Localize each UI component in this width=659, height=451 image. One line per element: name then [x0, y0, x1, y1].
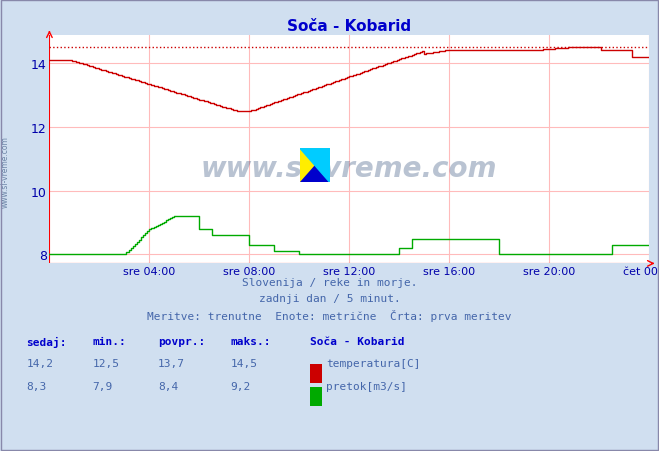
- Text: pretok[m3/s]: pretok[m3/s]: [326, 381, 407, 391]
- Polygon shape: [300, 149, 330, 183]
- Text: 8,3: 8,3: [26, 381, 47, 391]
- Text: 14,5: 14,5: [231, 359, 258, 368]
- Text: Meritve: trenutne  Enote: metrične  Črta: prva meritev: Meritve: trenutne Enote: metrične Črta: …: [147, 309, 512, 321]
- Text: www.si-vreme.com: www.si-vreme.com: [201, 154, 498, 182]
- Text: maks.:: maks.:: [231, 336, 271, 346]
- Text: 14,2: 14,2: [26, 359, 53, 368]
- Polygon shape: [300, 149, 330, 183]
- Text: temperatura[C]: temperatura[C]: [326, 359, 420, 368]
- Text: 9,2: 9,2: [231, 381, 251, 391]
- Polygon shape: [300, 149, 330, 183]
- Text: sedaj:: sedaj:: [26, 336, 67, 347]
- Text: 13,7: 13,7: [158, 359, 185, 368]
- Text: povpr.:: povpr.:: [158, 336, 206, 346]
- Text: 8,4: 8,4: [158, 381, 179, 391]
- Text: min.:: min.:: [92, 336, 126, 346]
- Text: zadnji dan / 5 minut.: zadnji dan / 5 minut.: [258, 293, 401, 303]
- Text: Soča - Kobarid: Soča - Kobarid: [310, 336, 404, 346]
- Text: 12,5: 12,5: [92, 359, 119, 368]
- Text: www.si-vreme.com: www.si-vreme.com: [1, 135, 10, 207]
- Text: Slovenija / reke in morje.: Slovenija / reke in morje.: [242, 277, 417, 287]
- Text: 7,9: 7,9: [92, 381, 113, 391]
- Title: Soča - Kobarid: Soča - Kobarid: [287, 18, 411, 33]
